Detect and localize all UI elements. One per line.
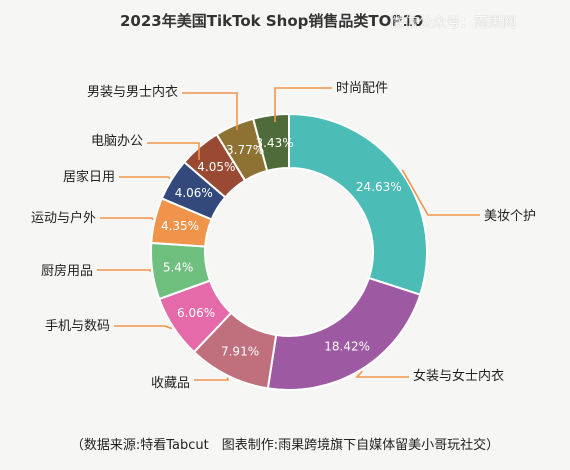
slice-value-label: 24.63% <box>356 180 402 194</box>
slice-value-label: 4.35% <box>161 219 199 233</box>
category-label: 美妆个护 <box>484 209 536 224</box>
slice-value-label: 6.06% <box>177 306 215 320</box>
leader-line <box>182 92 238 130</box>
slice-value-label: 7.91% <box>221 345 259 359</box>
category-label: 运动与户外 <box>31 210 96 226</box>
slice-value-label: 4.06% <box>175 186 213 200</box>
category-label: 收藏品 <box>151 376 190 391</box>
leader-line <box>355 370 409 378</box>
category-label: 手机与数码 <box>45 319 110 334</box>
category-label: 厨房用品 <box>41 263 93 279</box>
slices <box>150 112 428 391</box>
slice-value-label: 4.05% <box>197 160 235 174</box>
slice-value-label: 3.43% <box>256 136 294 150</box>
slice-value-label: 5.4% <box>163 261 194 275</box>
leader-line <box>274 87 332 122</box>
donut-slice <box>251 112 290 173</box>
leader-line <box>97 269 152 272</box>
leader-line <box>401 169 480 216</box>
category-label: 居家日用 <box>63 169 115 185</box>
donut-slice <box>288 112 428 296</box>
category-label: 男装与男士内衣 <box>87 84 178 100</box>
leader-line <box>119 176 171 179</box>
watermark: 微信公众号：雨果网 <box>390 15 516 31</box>
leader-line <box>100 217 154 221</box>
leader-line <box>194 377 230 381</box>
slice-labels: 24.63% 18.42% 7.91% 6.06% 5.4% 4.35% 4.06% 4.05… <box>161 136 402 359</box>
category-label: 时尚配件 <box>336 81 388 96</box>
leader-lines <box>97 87 480 381</box>
slice-value-label: 18.42% <box>324 340 370 354</box>
chart-title: 2023年美国TikTok Shop销售品类TOP10 <box>120 12 424 30</box>
leader-line <box>114 325 173 330</box>
category-label: 电脑办公 <box>91 134 143 149</box>
slice-value-label: 3.77% <box>226 143 264 157</box>
leader-line <box>147 142 200 160</box>
chart-footer-source: （数据来源:特看Tabcut 图表制作:雨果跨境旗下自媒体留美小哥玩社交） <box>70 438 500 453</box>
donut-slice <box>266 276 422 391</box>
category-label: 女装与女士内衣 <box>413 368 504 384</box>
